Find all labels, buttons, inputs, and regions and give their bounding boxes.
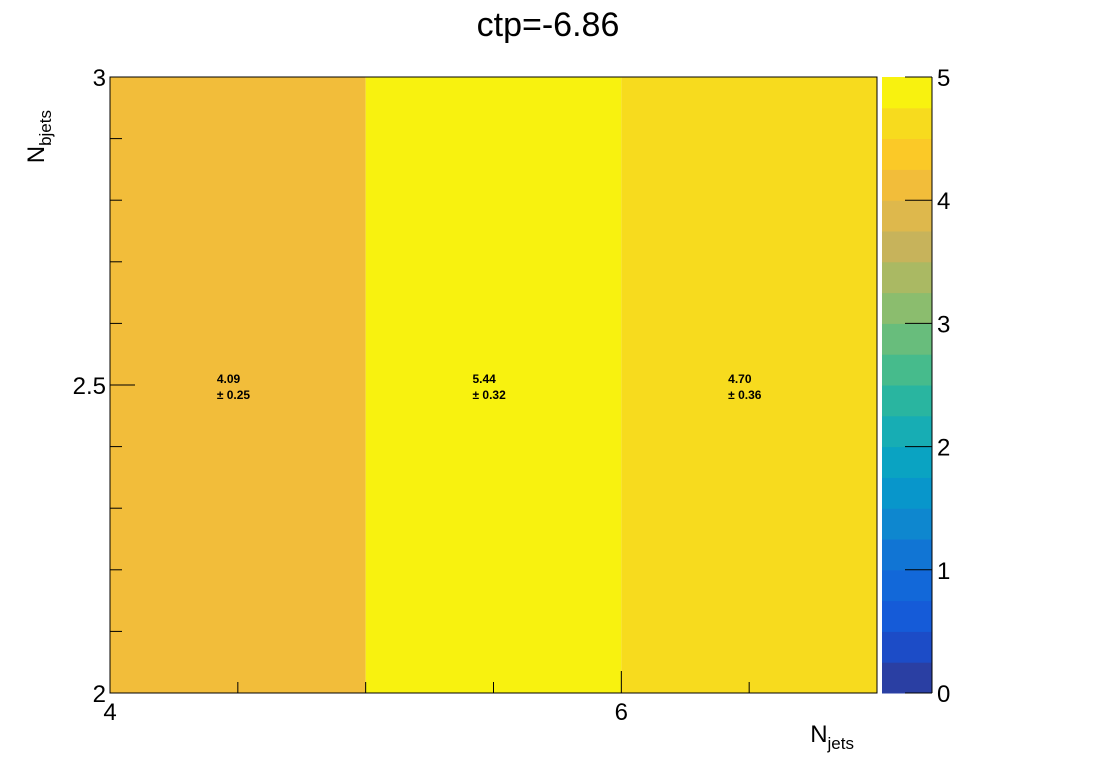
y-axis-label: Nbjets <box>23 110 55 163</box>
x-axis-label-main: N <box>810 721 827 748</box>
heatmap-cell-3 <box>621 77 877 693</box>
colorbar-segment <box>882 354 932 386</box>
cell-labels: 4.09 ± 0.25 5.44 ± 0.32 4.70 ± 0.36 <box>217 372 762 402</box>
y-axis-label-main: N <box>23 146 50 163</box>
cell-error-label-3: ± 0.36 <box>728 388 762 402</box>
colorbar: 0 1 2 3 4 5 <box>882 65 950 708</box>
colorbar-segment <box>882 631 932 663</box>
cell-error-label-2: ± 0.32 <box>473 388 507 402</box>
cell-value-label-3: 4.70 <box>728 372 752 386</box>
colorbar-segment <box>882 415 932 448</box>
colorbar-segment <box>882 292 932 324</box>
colorbar-segment <box>882 138 932 170</box>
cell-value-label-1: 4.09 <box>217 372 241 386</box>
y-tick-label: 3 <box>93 65 106 92</box>
y-tick-label: 2.5 <box>73 373 106 400</box>
colorbar-segment <box>882 77 932 109</box>
colorbar-segment <box>882 169 932 201</box>
colorbar-segment <box>882 446 932 478</box>
heatmap-cell-2 <box>365 77 622 693</box>
colorbar-tick-label: 0 <box>937 681 950 708</box>
colorbar-segment <box>882 231 932 263</box>
colorbar-segment <box>882 385 932 417</box>
svg-text:Njets: Njets <box>810 721 854 753</box>
x-tick-label: 6 <box>615 699 628 726</box>
cell-error-label-1: ± 0.25 <box>217 388 251 402</box>
x-axis-label: Njets <box>810 721 854 753</box>
colorbar-segment <box>882 261 932 294</box>
y-tick-label: 2 <box>93 681 106 708</box>
colorbar-tick-label: 3 <box>937 311 950 338</box>
colorbar-segment <box>882 539 932 571</box>
x-tick-label: 4 <box>103 699 116 726</box>
colorbar-segment <box>882 107 932 140</box>
colorbar-segment <box>882 600 932 632</box>
colorbar-segment <box>882 662 932 694</box>
colorbar-segment <box>882 200 932 232</box>
colorbar-tick-label: 1 <box>937 558 950 585</box>
chart-title: ctp=-6.86 <box>477 6 620 44</box>
y-axis: 22.53 <box>73 65 135 708</box>
colorbar-segment <box>882 508 932 540</box>
heatmap-cell-1 <box>110 77 366 693</box>
colorbar-tick-label: 5 <box>937 65 950 92</box>
colorbar-tick-label: 4 <box>937 188 950 215</box>
svg-text:Nbjets: Nbjets <box>23 110 55 163</box>
cell-value-label-2: 5.44 <box>473 372 497 386</box>
colorbar-tick-label: 2 <box>937 435 950 462</box>
colorbar-segment <box>882 477 932 509</box>
colorbar-segment <box>882 323 932 355</box>
colorbar-segment <box>882 569 932 602</box>
heatmap-cells <box>110 77 877 693</box>
x-axis-label-sub: jets <box>827 734 854 753</box>
y-axis-label-sub: bjets <box>36 110 55 146</box>
